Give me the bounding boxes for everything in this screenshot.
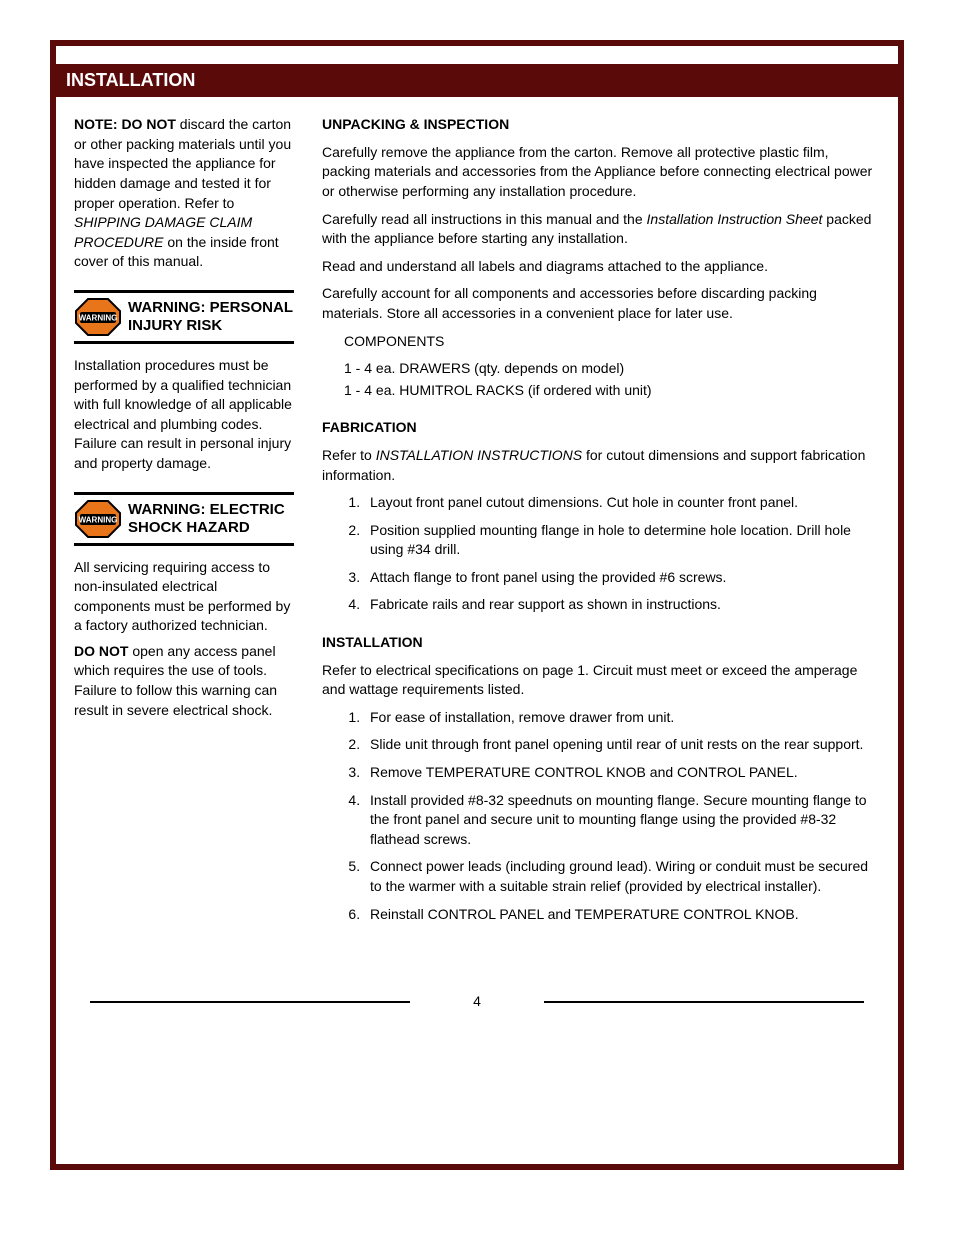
- fab-step: Layout front panel cutout dimensions. Cu…: [364, 493, 880, 513]
- warning-body: All servicing requiring access to non-in…: [74, 558, 294, 721]
- unpacking-p2: Carefully read all instructions in this …: [322, 210, 880, 249]
- heading-installation: INSTALLATION: [322, 633, 880, 653]
- section-banner-title: INSTALLATION: [66, 70, 195, 90]
- divider-rule: [74, 492, 294, 495]
- unpacking-p1: Carefully remove the appliance from the …: [322, 143, 880, 202]
- unpacking-p4: Carefully account for all components and…: [322, 284, 880, 323]
- warning-body-p2: DO NOT open any access panel which requi…: [74, 642, 294, 720]
- install-step: Connect power leads (including ground le…: [364, 857, 880, 896]
- divider-rule: [74, 543, 294, 546]
- components-block: COMPONENTS 1 - 4 ea. DRAWERS (qty. depen…: [344, 332, 880, 401]
- fabrication-steps: Layout front panel cutout dimensions. Cu…: [344, 493, 880, 615]
- warning-icon-label: WARNING: [79, 313, 118, 322]
- warning-personal-injury: WARNING WARNING: PERSONAL INJURY RISK In…: [74, 297, 294, 474]
- unpacking-p3: Read and understand all labels and diagr…: [322, 257, 880, 277]
- installation-intro: Refer to electrical specifications on pa…: [322, 661, 880, 700]
- warning-icon: WARNING: [74, 297, 122, 337]
- page-frame: INSTALLATION NOTE: DO NOT discard the ca…: [50, 40, 904, 1170]
- content-columns: NOTE: DO NOT discard the carton or other…: [56, 115, 898, 972]
- note-ref-pre: Refer to: [185, 195, 235, 211]
- warning-body-text: Installation procedures must be performe…: [74, 356, 294, 474]
- sidebar: NOTE: DO NOT discard the carton or other…: [74, 115, 294, 932]
- installation-steps: For ease of installation, remove drawer …: [344, 708, 880, 924]
- unpacking-p2-italic: Installation Instruction Sheet: [647, 211, 823, 227]
- page-number: 4: [465, 992, 489, 1012]
- install-step: Reinstall CONTROL PANEL and TEMPERATURE …: [364, 905, 880, 925]
- component-line-1: 1 - 4 ea. DRAWERS (qty. depends on model…: [344, 359, 880, 379]
- note-lead-bold: NOTE: DO NOT: [74, 116, 176, 132]
- note-block: NOTE: DO NOT discard the carton or other…: [74, 115, 294, 272]
- heading-unpacking: UNPACKING & INSPECTION: [322, 115, 880, 135]
- warning-header: WARNING WARNING: ELECTRIC SHOCK HAZARD: [74, 499, 294, 539]
- unpacking-p2-pre: Carefully read all instructions in this …: [322, 211, 647, 227]
- fab-intro-pre: Refer to: [322, 447, 376, 463]
- note-text: NOTE: DO NOT discard the carton or other…: [74, 115, 294, 272]
- fab-step: Attach flange to front panel using the p…: [364, 568, 880, 588]
- fabrication-intro: Refer to INSTALLATION INSTRUCTIONS for c…: [322, 446, 880, 485]
- components-label: COMPONENTS: [344, 332, 880, 352]
- warning-p2-bold: DO NOT: [74, 643, 128, 659]
- fab-step: Fabricate rails and rear support as show…: [364, 595, 880, 615]
- component-line-2: 1 - 4 ea. HUMITROL RACKS (if ordered wit…: [344, 381, 880, 401]
- warning-title: WARNING: ELECTRIC SHOCK HAZARD: [128, 499, 294, 537]
- warning-icon: WARNING: [74, 499, 122, 539]
- install-step: Remove TEMPERATURE CONTROL KNOB and CONT…: [364, 763, 880, 783]
- fab-step: Position supplied mounting flange in hol…: [364, 521, 880, 560]
- section-banner: INSTALLATION: [56, 64, 898, 97]
- warning-icon-label: WARNING: [79, 515, 118, 524]
- warning-header: WARNING WARNING: PERSONAL INJURY RISK: [74, 297, 294, 337]
- install-step: For ease of installation, remove drawer …: [364, 708, 880, 728]
- divider-rule: [74, 290, 294, 293]
- page-footer: 4: [56, 992, 898, 1012]
- install-step: Install provided #8-32 speednuts on moun…: [364, 791, 880, 850]
- divider-rule: [74, 341, 294, 344]
- main-content: UNPACKING & INSPECTION Carefully remove …: [322, 115, 880, 932]
- warning-title: WARNING: PERSONAL INJURY RISK: [128, 297, 294, 335]
- warning-body-p1: All servicing requiring access to non-in…: [74, 558, 294, 636]
- footer-rule-right: [544, 1001, 864, 1003]
- fab-intro-italic: INSTALLATION INSTRUCTIONS: [376, 447, 582, 463]
- warning-electric-shock: WARNING WARNING: ELECTRIC SHOCK HAZARD A…: [74, 499, 294, 721]
- footer-rule-left: [90, 1001, 410, 1003]
- heading-fabrication: FABRICATION: [322, 418, 880, 438]
- install-step: Slide unit through front panel opening u…: [364, 735, 880, 755]
- warning-body: Installation procedures must be performe…: [74, 356, 294, 474]
